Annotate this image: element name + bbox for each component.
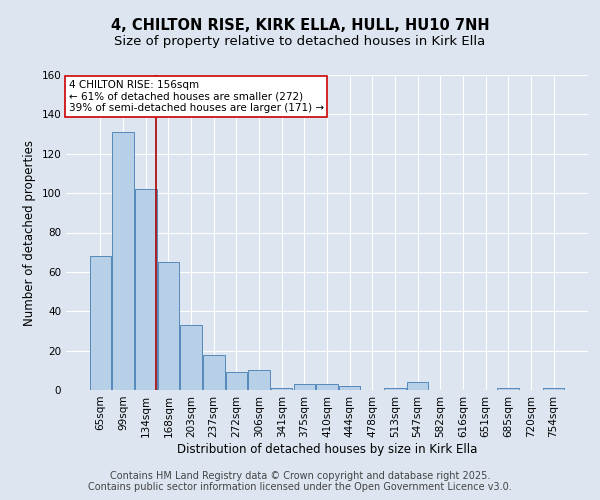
Bar [248,370,270,390]
Text: Contains HM Land Registry data © Crown copyright and database right 2025.
Contai: Contains HM Land Registry data © Crown c… [88,471,512,492]
Bar [135,189,157,390]
Text: Size of property relative to detached houses in Kirk Ella: Size of property relative to detached ho… [115,35,485,48]
Bar [384,388,406,390]
Bar [407,382,428,390]
Text: 4, CHILTON RISE, KIRK ELLA, HULL, HU10 7NH: 4, CHILTON RISE, KIRK ELLA, HULL, HU10 7… [110,18,490,32]
Bar [543,388,564,390]
Bar [226,372,247,390]
Bar [112,132,134,390]
X-axis label: Distribution of detached houses by size in Kirk Ella: Distribution of detached houses by size … [177,442,477,456]
Bar [339,386,361,390]
Text: 4 CHILTON RISE: 156sqm
← 61% of detached houses are smaller (272)
39% of semi-de: 4 CHILTON RISE: 156sqm ← 61% of detached… [68,80,324,113]
Bar [181,325,202,390]
Bar [497,388,519,390]
Bar [203,354,224,390]
Bar [316,384,338,390]
Bar [271,388,292,390]
Bar [90,256,111,390]
Y-axis label: Number of detached properties: Number of detached properties [23,140,36,326]
Bar [158,262,179,390]
Bar [293,384,315,390]
